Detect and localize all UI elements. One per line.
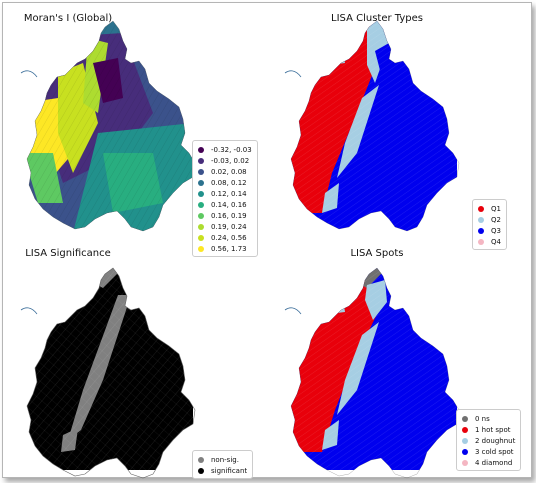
legend-marker [198,223,204,230]
legend-entry: significant [198,465,247,476]
legend-entry: 4 diamond [462,457,515,468]
legend-entry: Q2 [478,214,501,225]
legend-entry: 0.02, 0.08 [198,166,252,177]
legend-entry: 0.08, 0.12 [198,177,252,188]
legend-label: non-sig. [211,455,239,464]
panel-lisa-spots: LISA Spots 0 ns 1 hot spot 2 [267,240,531,479]
legend-entry: Q4 [478,236,501,247]
legend-marker [198,190,204,197]
legend-entry: 3 cold spot [462,446,515,457]
legend-entry: 1 hot spot [462,424,515,435]
panel-lisa-significance: LISA Significance non-sig. significant [3,240,267,479]
legend-lisa-significance: non-sig. significant [192,450,254,479]
legend-entry: Q1 [478,203,501,214]
legend-marker [478,238,484,245]
legend-label: Q2 [491,215,501,224]
legend-label: 0.19, 0.24 [211,222,247,231]
legend-marker [198,201,204,208]
legend-marker [198,467,204,474]
legend-marker [478,205,484,212]
legend-label: 0.02, 0.08 [211,167,247,176]
legend-label: 2 doughnut [475,436,516,445]
legend-marker [478,216,484,223]
legend-entry: -0.03, 0.02 [198,155,252,166]
legend-label: 4 diamond [475,458,513,467]
legend-entry: 0.12, 0.14 [198,188,252,199]
legend-entry: 0 ns [462,413,515,424]
legend-label: Q3 [491,226,501,235]
figure-frame: Moran's I (Global) [2,2,532,479]
panel-title: LISA Cluster Types [331,13,423,24]
legend-marker [462,415,468,422]
legend-entry: 0.16, 0.19 [198,210,252,221]
legend-marker [198,157,204,164]
legend-lisa-spots: 0 ns 1 hot spot 2 doughnut 3 cold spot 4 dia… [456,409,522,471]
legend-label: Q1 [491,204,501,213]
map-morans-i [20,20,196,232]
legend-label: 0.12, 0.14 [211,189,247,198]
panel-morans-i: Moran's I (Global) [3,3,267,257]
legend-marker [198,146,204,153]
legend-label: 0.56, 1.73 [211,244,247,253]
legend-marker [198,168,204,175]
legend-label: 3 cold spot [475,447,514,456]
legend-marker [198,245,204,252]
legend-entry: 0.19, 0.24 [198,221,252,232]
legend-marker [198,234,204,241]
legend-marker [198,212,204,219]
legend-entry: 0.24, 0.56 [198,232,252,243]
legend-lisa-cluster-types: Q1 Q2 Q3 Q4 [472,199,507,250]
panel-title: LISA Spots [350,248,404,259]
map-lisa-cluster-types [284,20,460,232]
legend-entry: non-sig. [198,454,247,465]
legend-marker [462,437,468,444]
panel-title: LISA Significance [25,248,111,259]
legend-entry: 0.56, 1.73 [198,243,252,254]
legend-entry: 0.14, 0.16 [198,199,252,210]
legend-marker [462,426,468,433]
legend-label: Q4 [491,237,501,246]
legend-marker [462,448,468,455]
legend-label: -0.03, 0.02 [211,156,250,165]
legend-label: -0.32, -0.03 [211,145,252,154]
legend-entry: -0.32, -0.03 [198,144,252,155]
legend-entry: 2 doughnut [462,435,515,446]
legend-marker [198,456,204,463]
legend-entry: Q3 [478,225,501,236]
panel-lisa-cluster-types: LISA Cluster Types Q1 Q2 Q3 Q4 [267,3,531,250]
legend-label: 0 ns [475,414,490,423]
legend-label: 0.14, 0.16 [211,200,247,209]
legend-label: 0.16, 0.19 [211,211,247,220]
legend-morans-i: -0.32, -0.03 -0.03, 0.02 0.02, 0.08 0.08, 0… [192,140,258,257]
map-lisa-spots [284,267,460,479]
legend-marker [462,459,468,466]
legend-label: 0.08, 0.12 [211,178,247,187]
legend-label: 1 hot spot [475,425,511,434]
legend-marker [198,179,204,186]
map-lisa-significance [20,267,196,479]
legend-marker [478,227,484,234]
legend-label: 0.24, 0.56 [211,233,247,242]
panel-title: Moran's I (Global) [23,13,113,24]
legend-label: significant [211,466,248,475]
